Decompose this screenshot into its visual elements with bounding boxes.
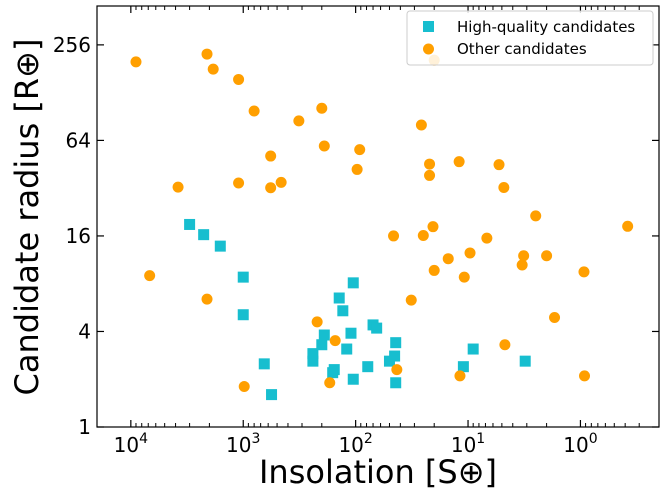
other-candidate-point xyxy=(464,247,476,259)
high-quality-candidate-point xyxy=(362,361,374,373)
high-quality-candidate-point xyxy=(347,277,359,289)
legend-label-other: Other candidates xyxy=(457,40,587,58)
other-candidate-point xyxy=(311,316,323,328)
x-axis-title: Insolation [S⊕] xyxy=(259,453,497,491)
high-quality-candidate-point xyxy=(371,322,383,334)
other-candidate-point xyxy=(391,364,403,376)
other-candidate-point xyxy=(130,56,142,68)
high-quality-candidate-point xyxy=(467,343,479,355)
other-candidate-point xyxy=(454,370,466,382)
other-candidate-point xyxy=(275,176,287,188)
other-candidate-point xyxy=(428,264,440,276)
y-tick-label: 4 xyxy=(78,319,91,343)
x-tick-label: 101 xyxy=(451,431,485,457)
legend-label-high-quality: High-quality candidates xyxy=(457,18,635,36)
other-candidate-point xyxy=(388,230,400,242)
other-candidate-point xyxy=(201,293,213,305)
other-candidate-point xyxy=(578,266,590,278)
high-quality-candidate-point xyxy=(214,240,226,252)
other-candidate-point xyxy=(427,221,439,233)
high-quality-candidate-point xyxy=(390,337,402,349)
legend: High-quality candidates Other candidates xyxy=(406,10,654,66)
other-candidate-point xyxy=(405,294,417,306)
other-candidate-point xyxy=(518,250,530,262)
high-quality-candidate-point xyxy=(345,327,357,339)
other-candidate-point xyxy=(458,271,470,283)
y-axis-title: Candidate radius [R⊕] xyxy=(8,39,46,396)
other-candidate-point xyxy=(516,259,528,271)
other-candidate-point xyxy=(233,73,245,85)
high-quality-candidate-point xyxy=(457,361,469,373)
other-candidate-point xyxy=(265,182,277,194)
high-quality-candidate-point xyxy=(333,292,345,304)
other-candidate-point xyxy=(233,177,245,189)
other-candidate-point xyxy=(499,339,511,351)
other-candidate-point xyxy=(172,181,184,193)
other-candidate-point xyxy=(293,115,305,127)
x-tick-label: 102 xyxy=(338,431,372,457)
other-candidate-point xyxy=(622,220,634,232)
other-candidate-point xyxy=(207,63,219,75)
other-candidate-point xyxy=(442,253,454,265)
high-quality-candidate-point xyxy=(258,358,270,370)
y-tick-label: 1 xyxy=(78,415,91,439)
other-candidate-point xyxy=(481,232,493,244)
tick-marks xyxy=(96,6,660,428)
high-quality-candidate-point xyxy=(307,348,319,360)
high-quality-candidate-point xyxy=(316,339,328,351)
other-candidate-point xyxy=(201,48,213,60)
high-quality-candidate-point xyxy=(347,373,359,385)
other-candidate-point xyxy=(248,105,260,117)
high-quality-candidate-point xyxy=(318,329,330,341)
high-quality-candidate-point xyxy=(184,218,196,230)
x-tick-label: 104 xyxy=(114,431,148,457)
other-candidate-point xyxy=(530,210,542,222)
other-candidate-point xyxy=(493,159,505,171)
y-tick-label: 256 xyxy=(53,33,91,57)
y-tick-label: 64 xyxy=(66,128,91,152)
x-tick-label: 103 xyxy=(226,431,260,457)
other-candidate-point xyxy=(324,377,336,389)
other-candidate-point xyxy=(238,380,250,392)
other-candidate-point xyxy=(541,250,553,262)
high-quality-candidate-point xyxy=(341,343,353,355)
other-candidate-point xyxy=(144,270,156,282)
data-points xyxy=(130,48,634,401)
high-quality-candidate-point xyxy=(389,350,401,362)
high-quality-candidate-point xyxy=(237,271,249,283)
high-quality-candidate-point xyxy=(198,229,210,241)
other-candidate-point xyxy=(351,163,363,175)
x-tick-label: 100 xyxy=(563,431,597,457)
other-candidate-point xyxy=(265,150,277,162)
high-quality-candidate-point xyxy=(390,377,402,389)
high-quality-candidate-point xyxy=(519,355,531,367)
other-candidate-point xyxy=(415,119,427,131)
high-quality-candidate-point xyxy=(237,309,249,321)
plot-area-frame xyxy=(96,5,660,428)
legend-marker-circle xyxy=(423,43,434,55)
high-quality-candidate-point xyxy=(266,389,278,401)
legend-box xyxy=(406,10,654,66)
other-candidate-point xyxy=(354,144,366,156)
other-candidate-point xyxy=(424,158,436,170)
other-candidate-point xyxy=(498,182,510,194)
high-quality-candidate-point xyxy=(307,355,319,367)
other-candidate-point xyxy=(453,156,465,168)
other-candidate-point xyxy=(424,169,436,181)
other-candidate-point xyxy=(579,370,591,382)
legend-marker-square xyxy=(423,21,434,32)
other-candidate-point xyxy=(316,102,328,114)
tick-labels: 104 103 102 101 100 1 4 16 64 256 xyxy=(53,33,598,457)
other-candidate-point xyxy=(329,335,341,347)
other-candidate-point xyxy=(318,140,330,152)
other-candidate-point xyxy=(549,311,561,323)
high-quality-candidate-point xyxy=(328,364,340,376)
high-quality-candidate-point xyxy=(337,305,349,317)
y-tick-label: 16 xyxy=(66,224,91,248)
other-candidate-point xyxy=(417,230,429,242)
